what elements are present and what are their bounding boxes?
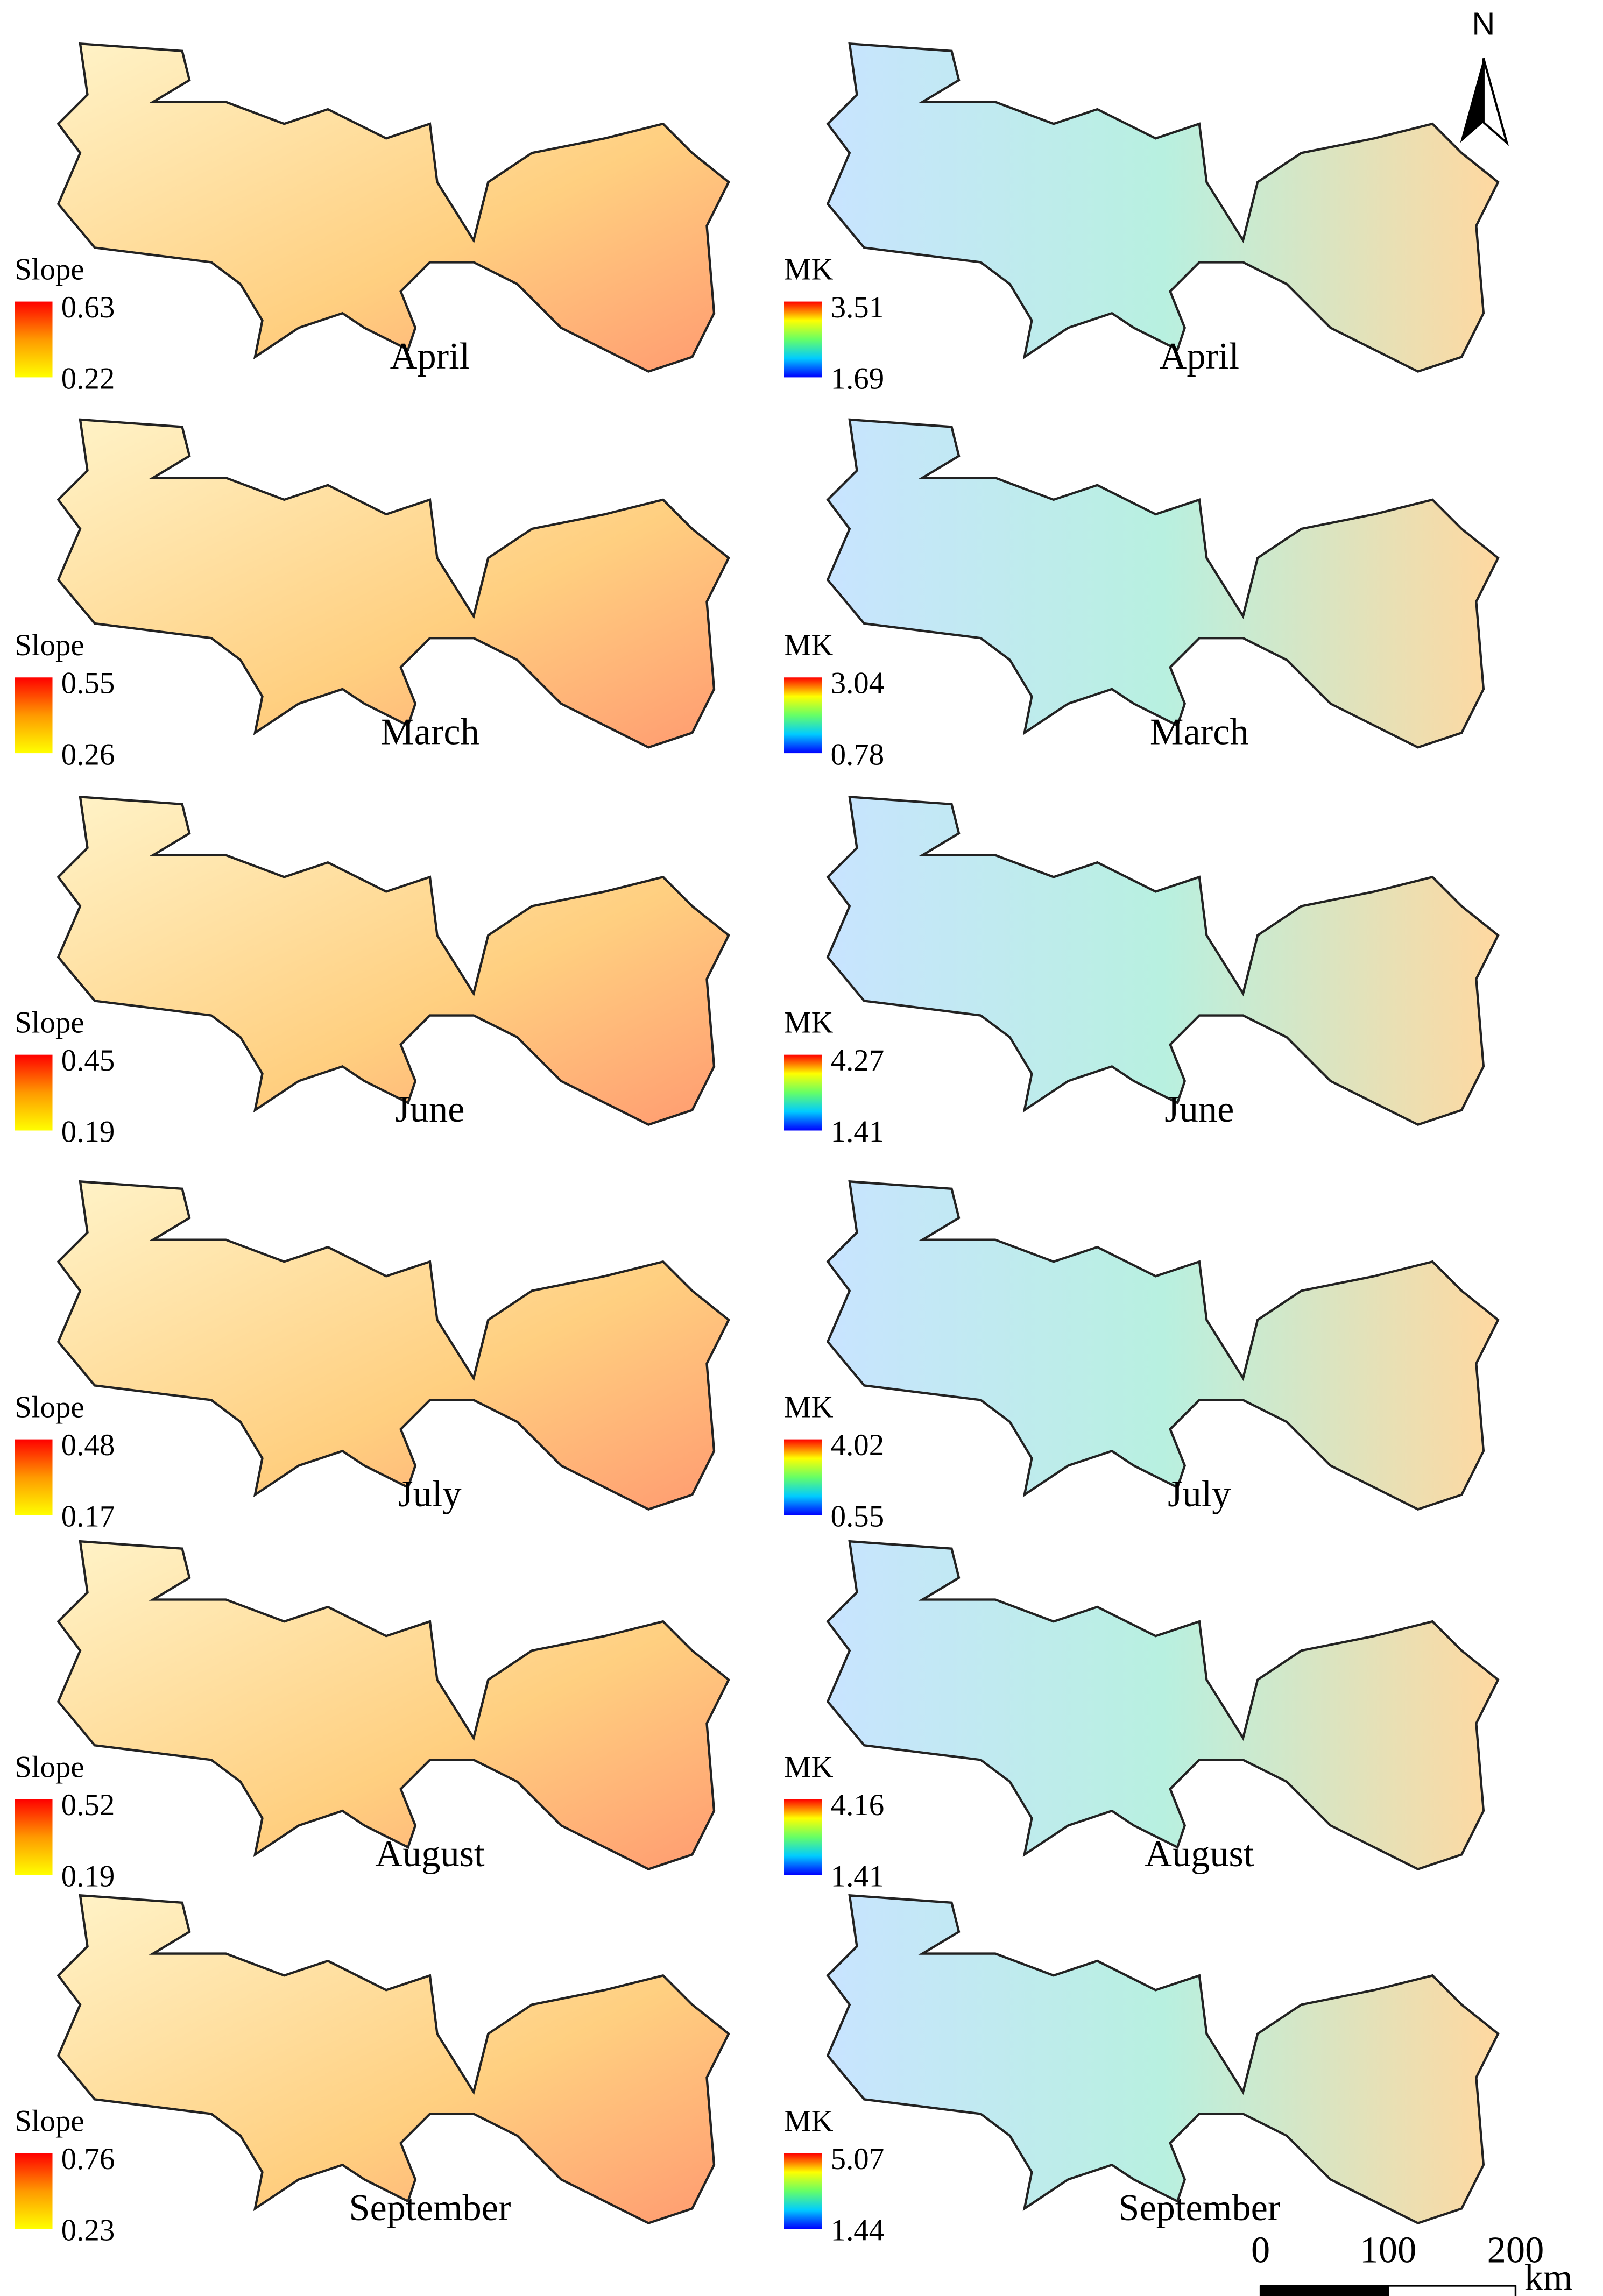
legend-max: 0.55 <box>61 667 115 700</box>
month-label: June <box>395 1088 464 1130</box>
map-panel: Slope 0.76 0.23 September <box>15 1895 729 2248</box>
north-label: N <box>1472 5 1495 41</box>
region-outline <box>828 797 1498 1124</box>
month-label: July <box>398 1473 461 1515</box>
map-panel: MK 3.51 1.69 April <box>784 44 1498 396</box>
color-bar <box>15 1799 53 1875</box>
region-outline <box>828 420 1498 747</box>
color-bar <box>15 301 53 378</box>
map-panel: Slope 0.55 0.26 March <box>15 420 729 771</box>
region-outline <box>828 1181 1498 1509</box>
legend-min: 1.69 <box>831 362 885 396</box>
color-bar <box>15 677 53 754</box>
map-panel: MK4.02 0.55 July <box>784 1181 1498 1534</box>
legend-max: 0.45 <box>61 1044 115 1078</box>
legend-min: 1.44 <box>831 2214 885 2248</box>
region-outline <box>58 420 729 747</box>
color-bar <box>784 1799 822 1875</box>
month-label: July <box>1168 1473 1231 1515</box>
scale-unit: km <box>1524 2257 1573 2296</box>
month-label: September <box>349 2187 511 2229</box>
color-bar <box>784 1439 822 1515</box>
legend-max: 5.07 <box>831 2142 885 2176</box>
legend-min: 1.41 <box>831 1115 885 1149</box>
legend-min: 0.19 <box>61 1115 115 1149</box>
month-label: April <box>390 335 470 377</box>
month-label: September <box>1118 2187 1280 2229</box>
color-bar <box>15 1439 53 1515</box>
scale-label: 200 <box>1487 2229 1544 2271</box>
map-panel: MK 3.04 0.78 March <box>784 420 1498 771</box>
region-outline <box>58 1181 729 1509</box>
month-label: August <box>1145 1833 1254 1875</box>
map-panel: Slope 0.52 0.19 August <box>15 1541 729 1894</box>
legend-title: Slope <box>15 1391 84 1425</box>
legend-max: 0.63 <box>61 290 115 324</box>
map-panel: MK 4.27 1.41 June <box>784 797 1498 1149</box>
legend-min: 0.22 <box>61 362 115 396</box>
month-label: March <box>1150 711 1249 753</box>
color-bar <box>784 1054 822 1131</box>
legend-title: Slope <box>15 628 84 662</box>
color-bar <box>15 2153 53 2229</box>
legend-title: MK <box>784 1006 834 1040</box>
legend-min: 0.55 <box>831 1500 885 1534</box>
legend-title: MK <box>784 1750 834 1784</box>
legend-min: 0.78 <box>831 738 885 771</box>
color-bar <box>784 301 822 378</box>
map-panel: MK 4.16 1.41 August <box>784 1541 1498 1894</box>
region-outline <box>828 1895 1498 2223</box>
legend-min: 0.23 <box>61 2214 115 2248</box>
legend-title: MK <box>784 252 834 286</box>
north-arrow: N <box>1460 5 1509 146</box>
legend-min: 0.26 <box>61 738 115 771</box>
legend-title: Slope <box>15 1750 84 1784</box>
legend-title: MK <box>784 628 834 662</box>
legend-max: 4.02 <box>831 1428 885 1462</box>
month-label: April <box>1160 335 1240 377</box>
region-outline <box>828 44 1498 371</box>
map-panel: Slope 0.45 0.19 June <box>15 797 729 1149</box>
scale-segment <box>1259 2285 1389 2296</box>
legend-title: Slope <box>15 252 84 286</box>
legend-min: 0.19 <box>61 1860 115 1894</box>
legend-min: 0.17 <box>61 1500 115 1534</box>
legend-min: 1.41 <box>831 1860 885 1894</box>
legend-max: 3.51 <box>831 290 885 324</box>
color-bar <box>784 2153 822 2229</box>
month-label: June <box>1164 1088 1234 1130</box>
color-bar <box>15 1054 53 1131</box>
region-outline <box>58 797 729 1124</box>
region-outline <box>58 1895 729 2223</box>
legend-title: Slope <box>15 2104 84 2138</box>
scale-label: 100 <box>1360 2229 1417 2271</box>
map-panel: MK 5.07 1.44 September <box>784 1895 1498 2248</box>
color-bar <box>784 677 822 754</box>
legend-title: MK <box>784 1391 834 1425</box>
legend-max: 0.48 <box>61 1428 115 1462</box>
scale-label: 0 <box>1251 2229 1270 2271</box>
region-outline <box>58 44 729 371</box>
legend-title: MK <box>784 2104 834 2138</box>
map-panel: Slope 0.63 0.22 April <box>15 44 729 396</box>
scale-segment <box>1387 2285 1517 2296</box>
region-outline <box>58 1541 729 1869</box>
legend-max: 4.16 <box>831 1788 885 1822</box>
legend-max: 3.04 <box>831 667 885 700</box>
legend-max: 0.76 <box>61 2142 115 2176</box>
legend-max: 0.52 <box>61 1788 115 1822</box>
month-label: March <box>380 711 479 753</box>
region-outline <box>828 1541 1498 1869</box>
legend-title: Slope <box>15 1006 84 1040</box>
month-label: August <box>375 1833 485 1875</box>
legend-max: 4.27 <box>831 1044 885 1078</box>
